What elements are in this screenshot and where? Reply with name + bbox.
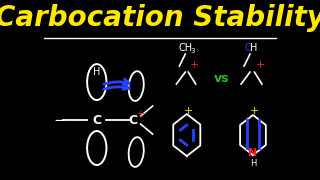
- Text: H: H: [250, 43, 257, 53]
- Text: 3: 3: [190, 48, 195, 54]
- Text: H: H: [93, 67, 100, 77]
- Text: C: C: [92, 114, 101, 127]
- Text: +: +: [256, 60, 265, 70]
- Text: Carbocation Stability: Carbocation Stability: [0, 4, 320, 32]
- Text: vs: vs: [214, 72, 229, 85]
- Text: +: +: [184, 106, 193, 116]
- Text: −: −: [53, 112, 66, 128]
- Text: +: +: [136, 109, 144, 119]
- Text: H: H: [250, 159, 256, 168]
- Text: O: O: [245, 43, 252, 53]
- Text: N: N: [248, 148, 258, 158]
- Text: C: C: [129, 114, 138, 127]
- Text: CH: CH: [178, 43, 192, 53]
- Text: +: +: [250, 106, 259, 116]
- Text: +: +: [189, 60, 199, 70]
